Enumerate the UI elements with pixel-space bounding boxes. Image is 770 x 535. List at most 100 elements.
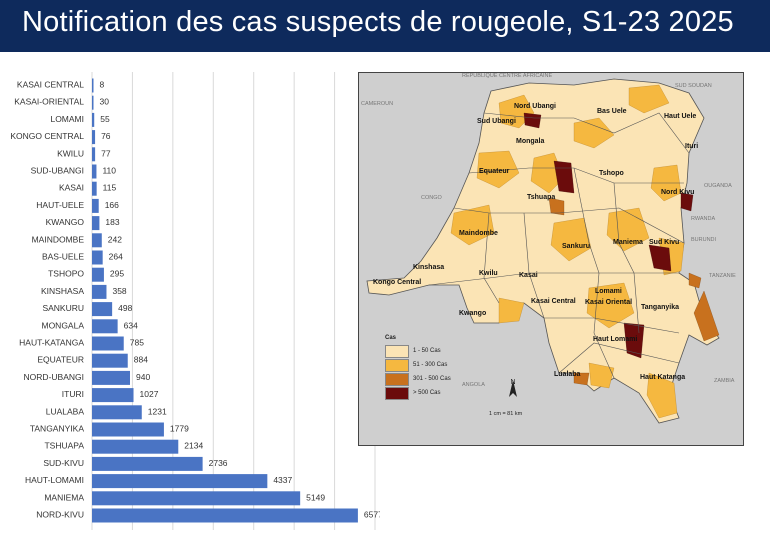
value-label: 115 [103,183,117,193]
bar [92,250,103,265]
category-label: ITURI [62,389,84,399]
value-label: 110 [102,166,116,176]
bar [92,284,107,299]
bar [92,353,128,368]
value-label: 77 [101,148,111,158]
legend-item: 1 - 50 Cas [385,345,485,359]
legend-item: 51 - 300 Cas [385,359,485,373]
value-label: 4337 [273,475,292,485]
bar [92,302,113,317]
value-label: 166 [105,200,119,210]
bar [92,95,94,110]
value-label: 940 [136,372,150,382]
bar [92,78,94,93]
bar [92,181,97,196]
bar [92,439,179,454]
province-label: Kinshasa [413,264,445,271]
value-label: 183 [105,217,119,227]
province-label: Lomami [595,288,622,295]
value-label: 242 [108,234,122,244]
bar [92,130,96,145]
legend-item-label: 51 - 300 Cas [413,362,448,368]
category-label: MAINDOMBE [32,234,85,244]
province-label: Sankuru [562,243,591,250]
neighbor-label: ZAMBIA [714,378,735,384]
value-label: 785 [130,338,144,348]
province-label: Sud Ubangi [477,118,516,125]
neighbor-label: ANGOLA [462,382,485,388]
region-cat2 [588,362,615,389]
category-label: NORD-UBANGI [24,372,84,382]
region-cat4 [523,112,542,129]
region-cat2 [450,204,495,246]
bar [92,388,134,403]
region-cat2 [498,297,525,324]
value-label: 76 [101,131,111,141]
category-label: HAUT-UELE [36,200,84,210]
category-label: TSHUAPA [44,441,84,451]
region-cat4 [553,160,575,194]
region-cat2 [476,150,520,189]
value-label: 884 [134,355,148,365]
neighbor-label: TANZANIE [709,273,736,279]
neighbor-label: CONGO [421,195,442,201]
bar [92,112,95,127]
value-label: 30 [100,97,110,107]
category-label: SUD-UBANGI [31,166,84,176]
province-label: Equateur [479,168,510,175]
category-label: KWILU [57,148,84,158]
category-label: KASAI [59,183,84,193]
bar [92,474,268,489]
bar [92,405,142,420]
legend-title: Cas [385,335,397,341]
bar [92,370,131,385]
category-label: KWANGO [46,217,85,227]
neighbor-label: REPUBLIQUE CENTRE AFRICAINE [462,73,553,79]
category-label: KINSHASA [41,286,84,296]
neighbor-label: SUD SOUDAN [675,83,712,89]
province-label: Haut Lomami [593,336,638,343]
bar [92,336,124,351]
region-cat2 [628,84,670,114]
bar [92,508,358,523]
bar [92,216,100,231]
scale-label: 1 cm = 81 km [489,411,523,417]
bar [92,164,97,179]
bar-chart-svg: KASAI CENTRAL 8 KASAI-ORIENTAL 30 LOMAMI 55 KO… [10,72,383,530]
province-label: Tanganyika [641,304,679,311]
neighbor-label: CAMEROUN [361,101,394,107]
category-label: EQUATEUR [37,355,84,365]
value-label: 1027 [140,389,159,399]
legend-item-label: 301 - 500 Cas [413,376,451,382]
bar [92,267,104,282]
value-label: 264 [109,252,123,262]
bar [92,147,96,162]
category-label: LOMAMI [50,114,84,124]
legend-item-label: > 500 Cas [413,390,441,396]
value-label: 1779 [170,424,189,434]
value-label: 8 [100,80,105,90]
province-label: Lualaba [554,371,581,378]
category-label: BAS-UELE [42,252,84,262]
value-label: 2736 [209,458,228,468]
category-label: SUD-KIVU [43,458,84,468]
province-label: Ituri [685,143,699,150]
region-cat2 [550,217,592,262]
value-label: 55 [100,114,110,124]
category-label: LUALABA [46,406,85,416]
province-label: Sud Kivu [649,239,680,246]
province-label: Tshopo [599,170,624,177]
neighbor-label: OUGANDA [704,183,732,189]
legend-item: > 500 Cas [385,387,485,401]
category-label: NORD-KIVU [36,510,84,520]
region-cat3 [688,272,702,289]
province-label: Kasai Oriental [585,299,633,306]
region-cat2 [646,372,678,419]
region-cat2 [586,282,635,329]
legend-item-label: 1 - 50 Cas [413,348,441,354]
region-cat3 [573,372,590,386]
province-label: Nord Ubangi [514,103,556,110]
value-label: 2134 [184,441,203,451]
category-label: MONGALA [41,320,84,330]
province-label: Kasai Central [531,298,576,305]
